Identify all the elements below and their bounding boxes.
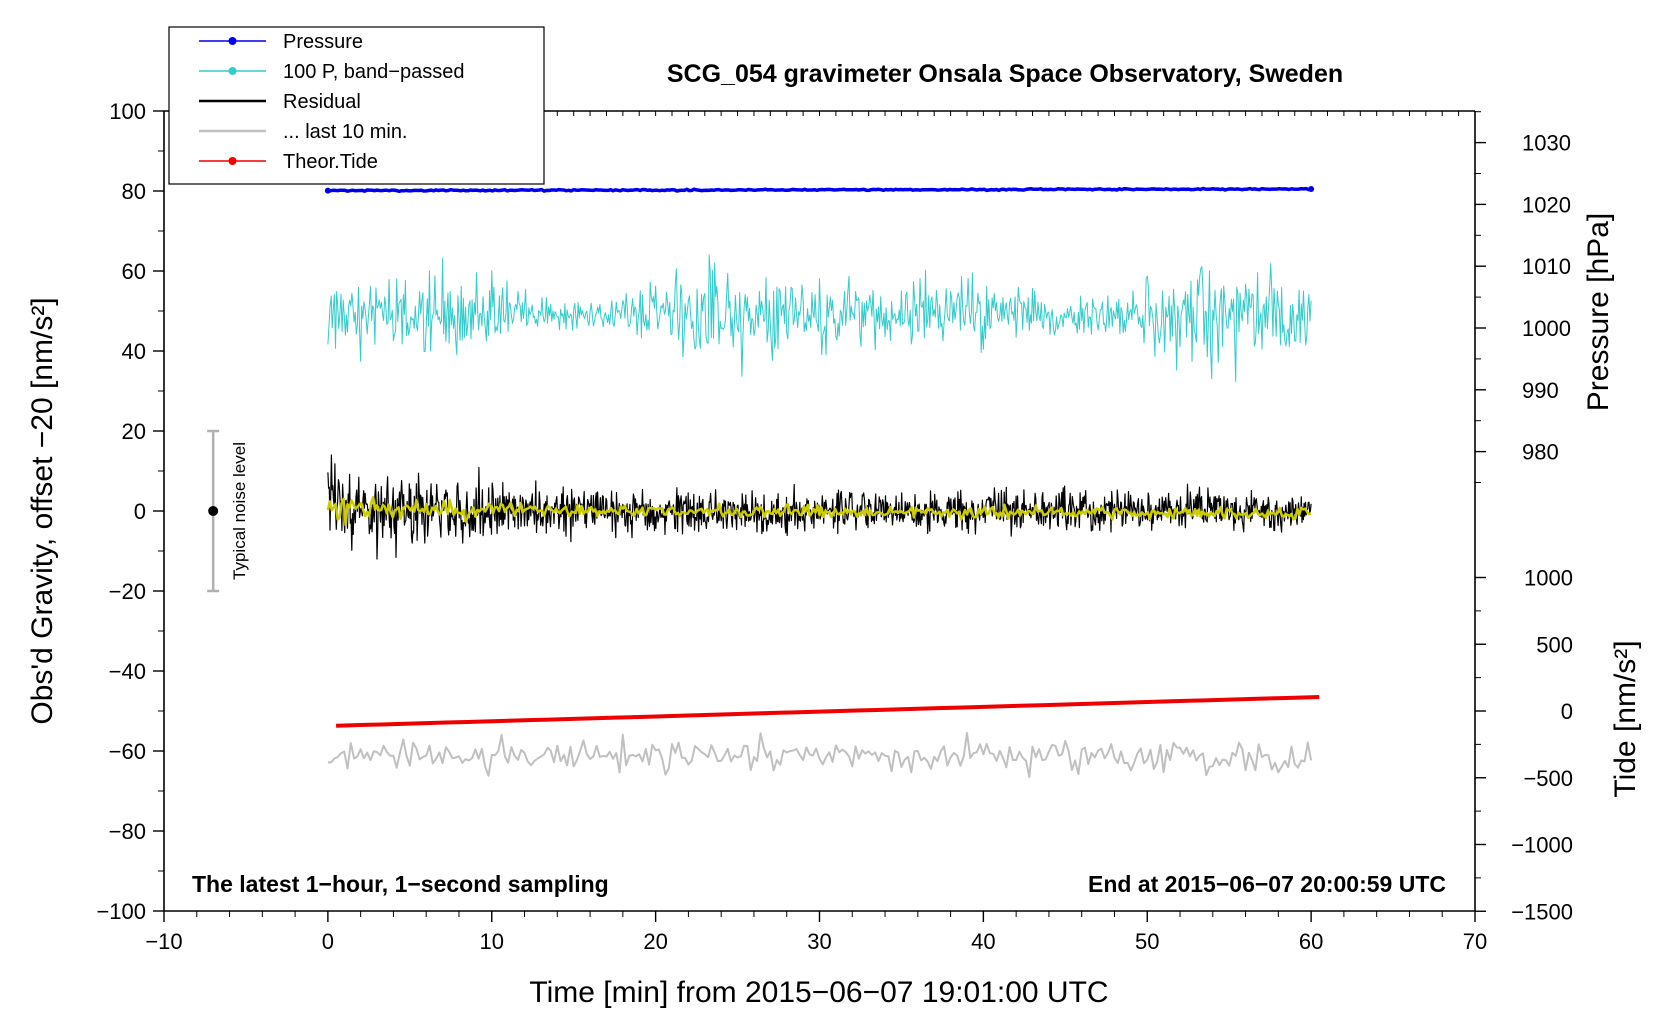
y-axis-left-title: Obs'd Gravity, offset −20 [nm/s²]: [26, 297, 59, 724]
legend-marker: [228, 157, 237, 165]
pressure-start-point: [324, 187, 331, 194]
x-tick-label: 70: [1463, 929, 1487, 954]
x-tick-label: 10: [480, 929, 504, 954]
y-axis-tide-title: Tide [nm/s²]: [1609, 640, 1642, 797]
x-tick-label: 30: [807, 929, 831, 954]
series-layer: [324, 186, 1320, 778]
x-tick-label: 50: [1135, 929, 1159, 954]
series-last-10-min: [327, 732, 1313, 778]
sampling-note: The latest 1−hour, 1−second sampling: [192, 871, 609, 897]
y-tick-label: 80: [122, 179, 146, 204]
tide-tick-label: −1000: [1511, 833, 1573, 858]
legend-marker: [228, 67, 237, 75]
end-time-note: End at 2015−06−07 20:00:59 UTC: [1088, 871, 1446, 897]
x-axis-title: Time [min] from 2015−06−07 19:01:00 UTC: [529, 976, 1108, 1009]
y-tick-label: −80: [109, 819, 146, 844]
series-pressure: [327, 186, 1312, 194]
chart-title: SCG_054 gravimeter Onsala Space Observat…: [667, 60, 1343, 88]
noise-level-indicator: Typical noise level: [207, 429, 249, 593]
pressure-tick-label: 1010: [1522, 254, 1571, 279]
y-tick-label: −40: [109, 659, 146, 684]
series-theor-tide: [336, 695, 1320, 728]
pressure-tick-label: 1030: [1522, 131, 1571, 156]
series-residual-smoothed: [326, 495, 1312, 527]
tide-tick-label: 1000: [1524, 566, 1573, 591]
legend-label: Pressure: [283, 31, 363, 53]
legend-label: ... last 10 min.: [283, 121, 408, 143]
x-axis: −10 0 10 20 30 40 50 60 70: [145, 911, 1487, 954]
pressure-tick-label: 1020: [1522, 192, 1571, 217]
y-tick-label: −100: [96, 899, 146, 924]
y-tick-label: −20: [109, 579, 146, 604]
legend: Pressure 100 P, band−passed Residual ... la…: [168, 26, 545, 185]
y-tick-label: 60: [122, 259, 146, 284]
y-axis-left: −100 −80 −60 −40 −20 0 20 40 60 80 100: [96, 99, 164, 924]
series-band-passed-pressure: [327, 254, 1312, 382]
y-axis-pressure-title: Pressure [hPa]: [1582, 213, 1615, 411]
tide-tick-label: −500: [1523, 766, 1573, 791]
noise-level-dot: [208, 506, 219, 516]
legend-label: Theor.Tide: [283, 151, 378, 173]
y-tick-label: −60: [109, 739, 146, 764]
legend-label: 100 P, band−passed: [283, 61, 464, 83]
x-tick-label: 0: [322, 929, 334, 954]
pressure-tick-label: 990: [1522, 378, 1559, 403]
x-tick-label: 20: [643, 929, 667, 954]
y-tick-label: 40: [122, 339, 146, 364]
pressure-tick-label: 980: [1522, 440, 1559, 465]
y-tick-label: 0: [134, 499, 146, 524]
y-axis-tide: −1500 −1000 −500 0 500 1000: [1475, 566, 1573, 924]
y-tick-label: 20: [122, 419, 146, 444]
pressure-tick-label: 1000: [1522, 316, 1571, 341]
tide-tick-label: 0: [1561, 699, 1573, 724]
x-tick-label: 60: [1299, 929, 1323, 954]
y-tick-label: 100: [109, 99, 146, 124]
x-tick-label: −10: [145, 929, 182, 954]
pressure-end-point: [1308, 186, 1315, 192]
tide-tick-label: 500: [1536, 632, 1573, 657]
noise-level-label: Typical noise level: [230, 442, 249, 580]
y-axis-pressure: 980 990 1000 1010 1020 1030: [1475, 111, 1571, 483]
x-tick-label: 40: [971, 929, 995, 954]
legend-marker: [228, 37, 237, 45]
legend-label: Residual: [283, 91, 361, 113]
tide-tick-label: −1500: [1511, 899, 1573, 924]
